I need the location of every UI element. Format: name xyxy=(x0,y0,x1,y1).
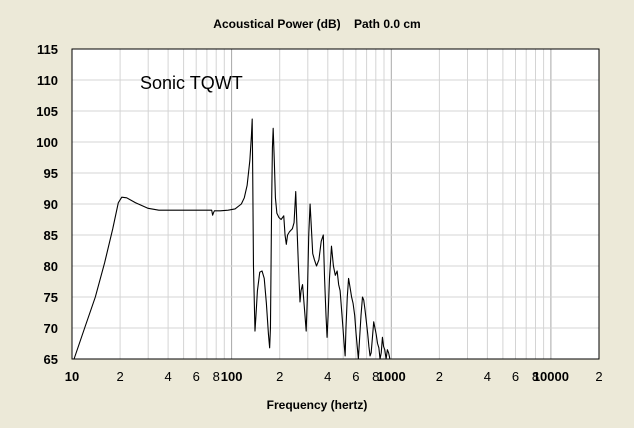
y-tick-label: 90 xyxy=(44,197,58,212)
x-tick-label: 2 xyxy=(595,369,602,384)
y-tick-label: 70 xyxy=(44,321,58,336)
y-tick-label: 115 xyxy=(37,42,58,57)
x-tick-label: 100 xyxy=(221,369,243,384)
y-tick-label: 85 xyxy=(44,228,58,243)
x-tick-label: 10000 xyxy=(533,369,569,384)
x-tick-label: 10 xyxy=(65,369,79,384)
chart-title: Acoustical Power (dB) Path 0.0 cm xyxy=(213,17,420,31)
y-tick-label: 110 xyxy=(37,73,58,88)
x-tick-label: 4 xyxy=(324,369,331,384)
x-tick-label: 2 xyxy=(436,369,443,384)
x-tick-label: 8 xyxy=(213,369,220,384)
y-tick-label: 95 xyxy=(44,166,58,181)
x-tick-label: 6 xyxy=(512,369,519,384)
x-tick-label: 4 xyxy=(164,369,171,384)
chart-annotation: Sonic TQWT xyxy=(140,73,243,93)
x-tick-label: 6 xyxy=(193,369,200,384)
x-axis-label: Frequency (hertz) xyxy=(267,398,368,412)
y-tick-label: 80 xyxy=(44,259,58,274)
y-axis-tick-labels: 65 70 75 80 85 90 95 100 105 110 115 xyxy=(36,42,58,367)
y-tick-label: 100 xyxy=(36,135,58,150)
x-tick-label: 8 xyxy=(532,369,539,384)
y-tick-label: 105 xyxy=(36,104,58,119)
plot-border xyxy=(71,48,600,360)
horizontal-grid xyxy=(72,79,599,329)
y-tick-label: 75 xyxy=(44,290,58,305)
x-tick-label: 4 xyxy=(484,369,491,384)
x-tick-label: 6 xyxy=(352,369,359,384)
series-line xyxy=(73,118,391,360)
x-tick-label: 2 xyxy=(276,369,283,384)
x-tick-label: 8 xyxy=(372,369,379,384)
x-tick-label: 1000 xyxy=(377,369,406,384)
y-tick-label: 65 xyxy=(44,352,58,367)
x-tick-label: 2 xyxy=(116,369,123,384)
series-group xyxy=(73,118,391,360)
